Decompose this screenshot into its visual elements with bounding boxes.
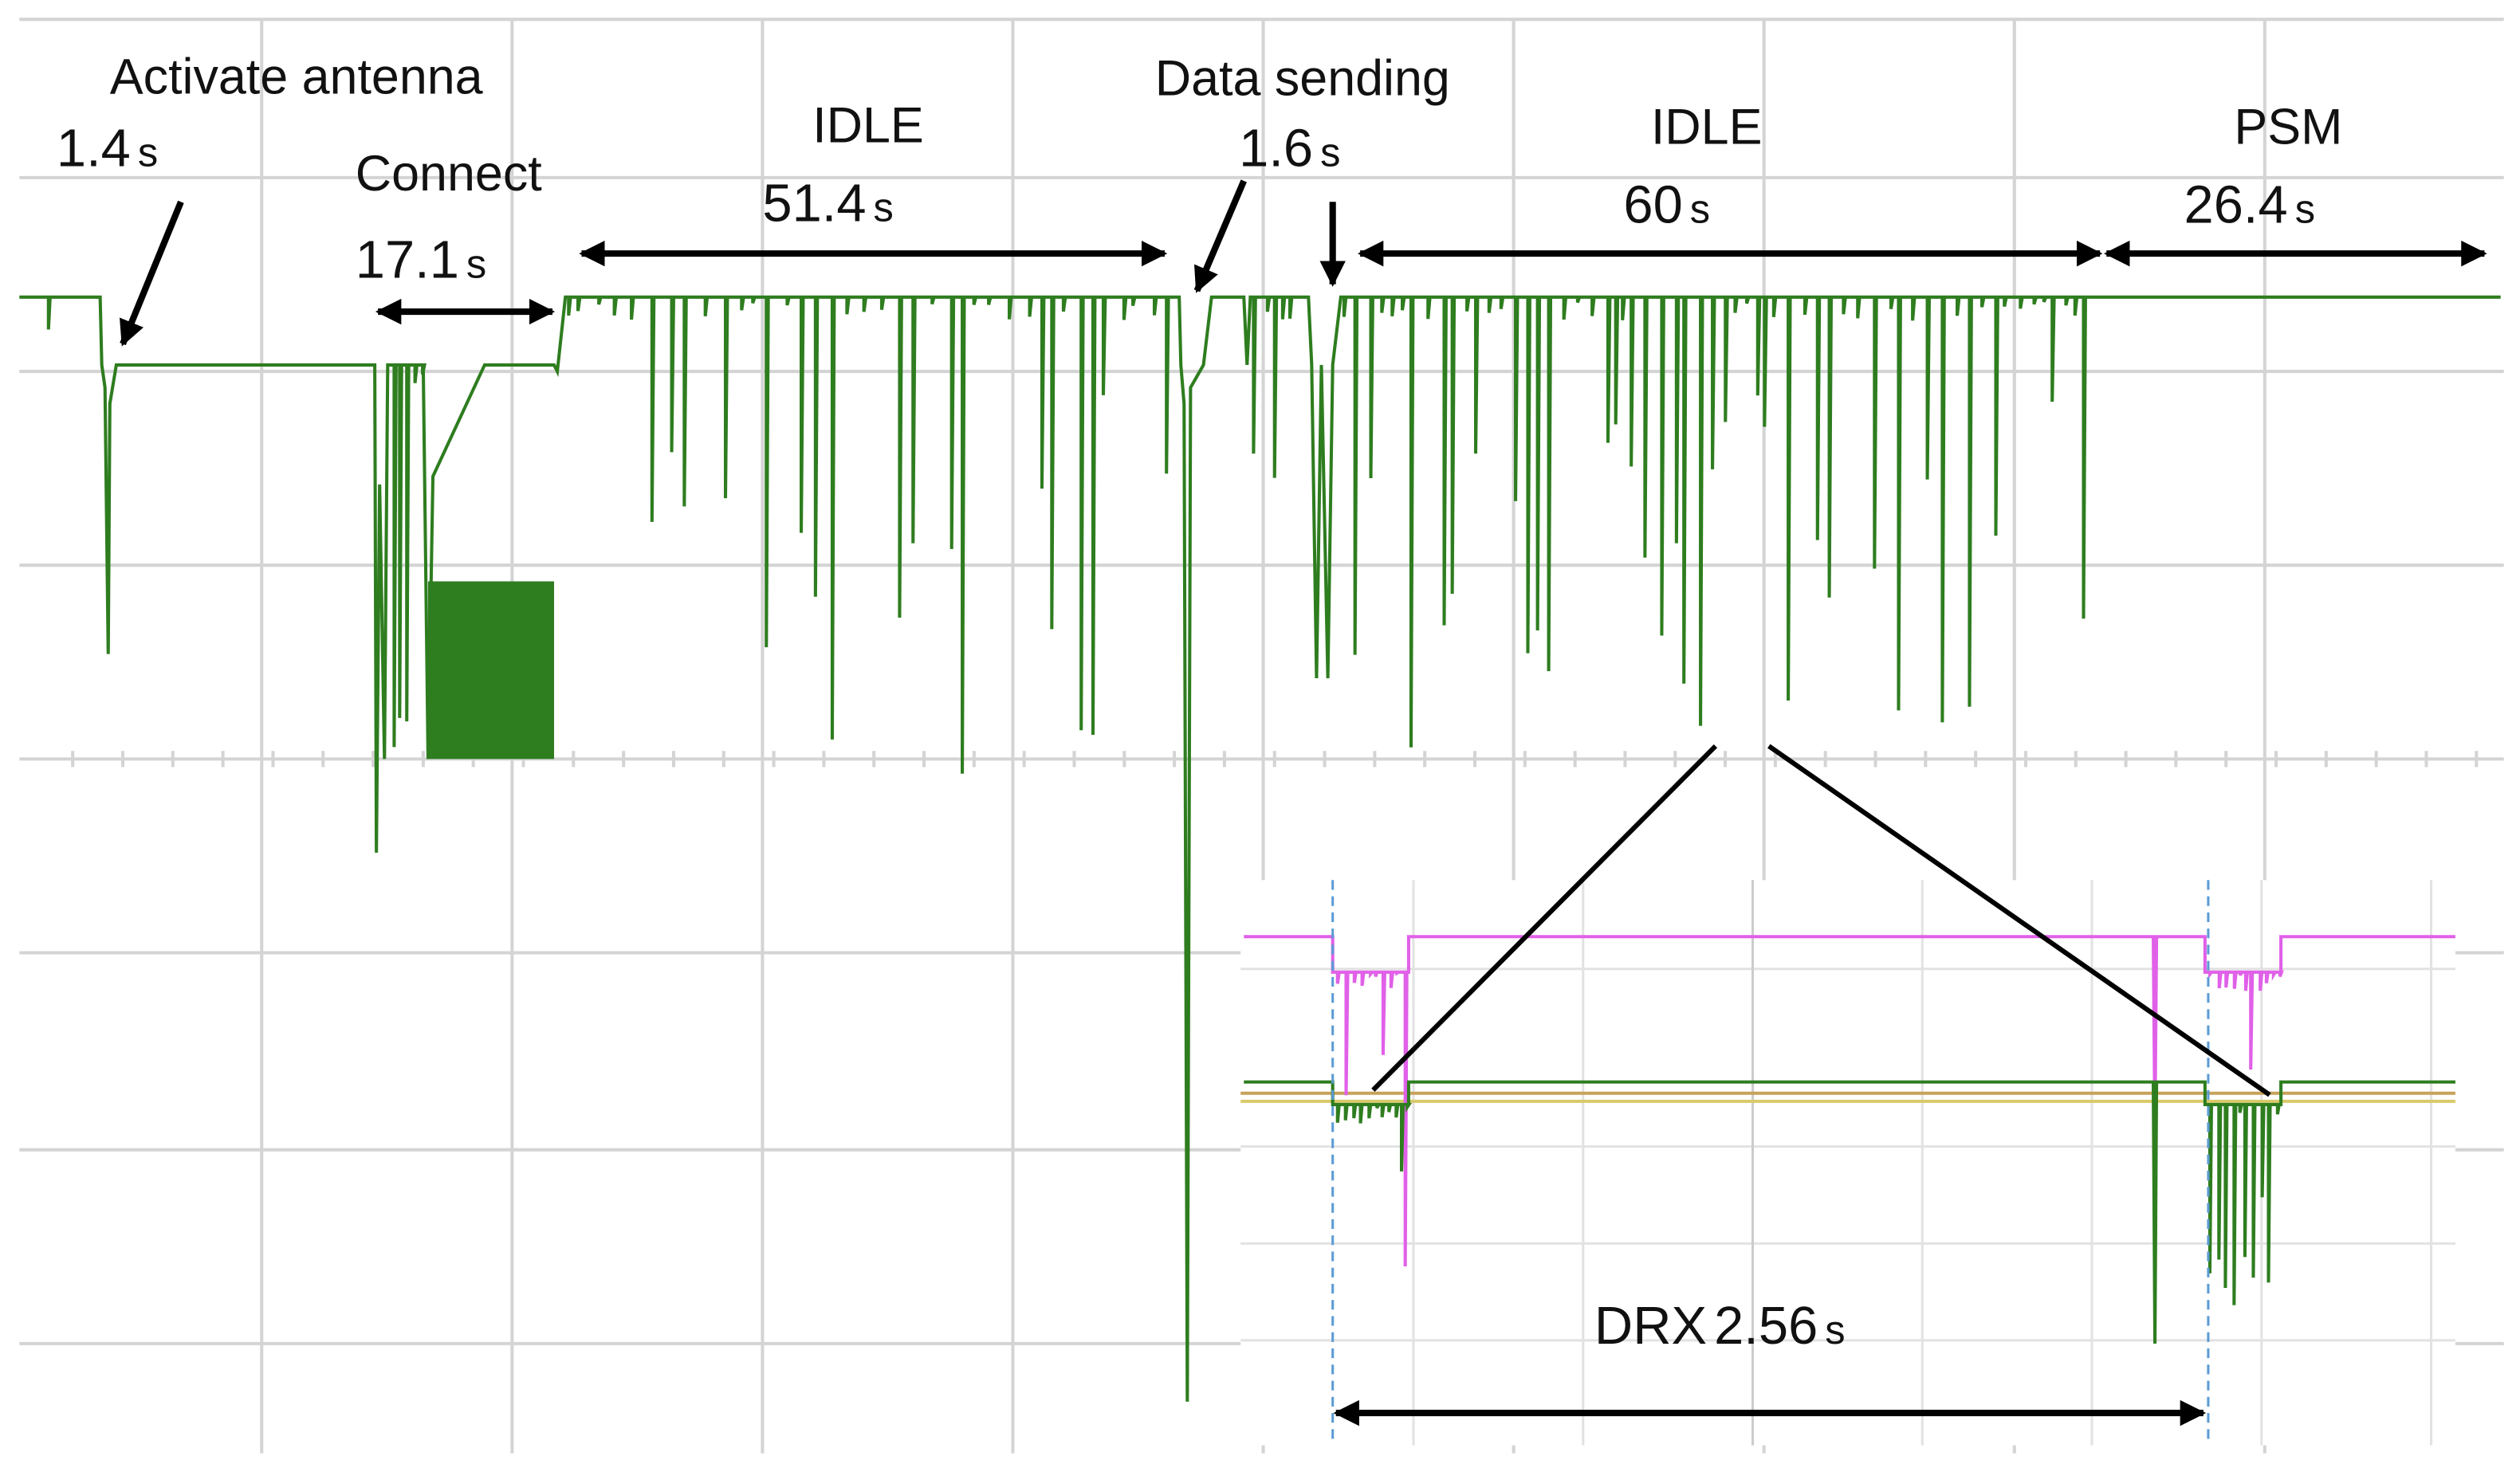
inset-trace	[1244, 935, 2455, 1267]
annotation-title: IDLE	[1651, 99, 1763, 155]
inset-label: DRX 2.56 s	[1594, 1296, 1846, 1356]
annotation-title: Data sending	[1155, 51, 1450, 107]
inset-grid	[1240, 880, 2455, 1446]
annotation-title: IDLE	[812, 97, 924, 153]
annotation-duration: 1.4 s	[57, 119, 158, 179]
inset-trace	[1244, 1080, 2455, 1344]
duration-unit: s	[874, 185, 894, 230]
inset-title: DRX	[1594, 1296, 1707, 1356]
duration-unit: s	[2295, 186, 2315, 232]
duration-value: 60	[1623, 175, 1682, 235]
inset	[1240, 880, 2455, 1446]
arrow	[1193, 179, 1247, 293]
duration-value: 2.56	[1714, 1296, 1818, 1356]
trace-line	[19, 295, 2501, 1402]
inset-traces	[1240, 935, 2455, 1344]
annotation-duration: 60 s	[1623, 175, 1710, 235]
annotation-duration: 51.4 s	[762, 174, 893, 234]
annotation-duration: 17.1 s	[356, 230, 486, 290]
duration-value: 26.4	[2184, 175, 2288, 235]
annotation-duration: 26.4 s	[2184, 175, 2315, 235]
annotation-duration: 1.6 s	[1239, 119, 1340, 179]
inset-background	[1240, 880, 2455, 1446]
duration-value: 51.4	[762, 174, 866, 234]
duration-unit: s	[1825, 1307, 1845, 1352]
arrow	[120, 200, 184, 347]
duration-unit: s	[1320, 130, 1340, 175]
zoom-line	[1371, 744, 1718, 1092]
annotation-title: Connect	[356, 146, 542, 202]
annotation-title: PSM	[2234, 99, 2342, 155]
duration-unit: s	[1690, 186, 1710, 232]
trace-burst	[427, 581, 555, 760]
duration-value: 1.4	[57, 119, 131, 179]
duration-unit: s	[138, 130, 158, 175]
duration-unit: s	[466, 241, 486, 287]
zoom-line	[1767, 744, 2271, 1097]
duration-value: 1.6	[1239, 119, 1313, 179]
main-trace	[19, 295, 2501, 1402]
duration-value: 17.1	[356, 230, 459, 290]
annotation-title: Activate antenna	[110, 49, 483, 105]
